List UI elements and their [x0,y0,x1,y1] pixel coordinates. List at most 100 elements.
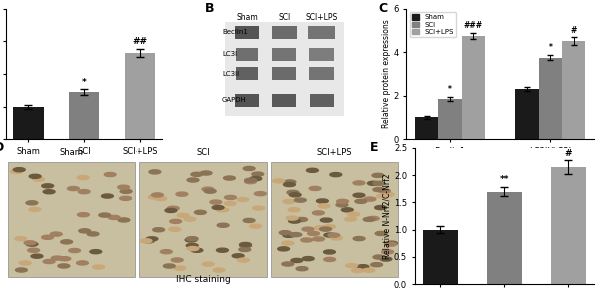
Bar [415,117,439,139]
Circle shape [385,242,397,246]
Circle shape [286,216,298,220]
Circle shape [212,205,224,210]
FancyBboxPatch shape [272,67,296,80]
Bar [69,92,100,139]
Circle shape [344,217,356,221]
Circle shape [273,179,284,183]
Text: ###: ### [464,21,483,30]
FancyBboxPatch shape [308,26,335,39]
Text: GAPDH: GAPDH [222,97,247,103]
Text: Beclin1: Beclin1 [222,29,248,35]
Circle shape [309,186,321,191]
Circle shape [245,180,256,184]
Circle shape [194,210,206,214]
Circle shape [373,181,385,185]
Circle shape [313,211,324,215]
FancyBboxPatch shape [272,48,296,61]
Circle shape [324,258,335,262]
FancyBboxPatch shape [272,93,296,106]
Circle shape [287,190,299,194]
Circle shape [239,242,251,246]
Circle shape [28,248,40,252]
Circle shape [291,258,303,262]
Circle shape [284,182,295,186]
Circle shape [290,233,302,237]
Circle shape [149,170,161,174]
Circle shape [92,265,104,269]
Circle shape [346,264,358,268]
Circle shape [151,193,163,197]
Text: E: E [370,141,379,154]
Circle shape [176,192,188,196]
Circle shape [78,190,90,194]
Bar [462,36,485,139]
Circle shape [232,254,244,258]
Circle shape [289,193,301,197]
Circle shape [43,190,55,194]
Circle shape [363,217,375,221]
Circle shape [202,187,214,191]
Circle shape [282,262,294,266]
Circle shape [295,198,306,202]
FancyBboxPatch shape [224,22,344,116]
Text: *: * [448,85,452,94]
Circle shape [353,193,365,197]
Circle shape [43,260,55,264]
Circle shape [163,264,175,268]
Circle shape [41,235,53,239]
Circle shape [67,186,79,191]
Text: SCI+LPS: SCI+LPS [317,148,352,157]
Circle shape [191,172,203,176]
Circle shape [120,189,132,193]
Circle shape [253,206,265,210]
Circle shape [324,233,336,237]
Circle shape [146,237,158,241]
Y-axis label: Relative protein expressions: Relative protein expressions [382,20,391,128]
Circle shape [50,232,62,236]
Circle shape [382,192,394,196]
Bar [13,106,44,139]
Circle shape [284,180,296,184]
Circle shape [184,217,196,221]
FancyBboxPatch shape [236,48,259,61]
Circle shape [61,240,73,244]
Circle shape [239,244,251,248]
Circle shape [382,250,394,254]
Text: SCI: SCI [196,148,210,157]
Bar [271,162,398,277]
Circle shape [24,241,36,245]
Y-axis label: Relative N-Nrf2/C-Nrf2: Relative N-Nrf2/C-Nrf2 [382,173,391,259]
Circle shape [373,255,385,259]
Text: LC3I: LC3I [222,51,237,57]
Circle shape [187,178,199,182]
Circle shape [316,199,328,203]
Circle shape [250,224,262,228]
Circle shape [118,185,130,189]
Circle shape [367,216,379,220]
Circle shape [301,238,313,242]
Text: Sham: Sham [60,148,83,157]
FancyBboxPatch shape [310,93,334,106]
Circle shape [77,261,88,265]
Legend: Sham, SCI, SCI+LPS: Sham, SCI, SCI+LPS [410,12,456,37]
Circle shape [238,258,250,262]
Circle shape [87,232,99,236]
Circle shape [104,173,116,177]
Circle shape [42,184,53,188]
Circle shape [155,197,167,201]
Circle shape [375,231,387,235]
Circle shape [90,250,102,254]
Circle shape [68,249,80,253]
Circle shape [352,269,364,273]
Circle shape [165,209,177,213]
Circle shape [140,239,152,243]
Circle shape [288,208,300,212]
Circle shape [302,257,314,261]
Circle shape [167,206,179,210]
Circle shape [348,212,359,216]
Circle shape [278,247,290,251]
Circle shape [29,174,41,178]
Circle shape [31,254,43,258]
Circle shape [373,188,385,192]
Circle shape [26,242,38,246]
